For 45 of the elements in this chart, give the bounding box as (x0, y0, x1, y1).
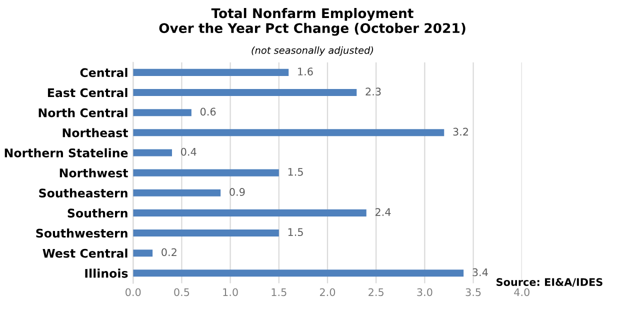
x-tick-label: 3.0 (417, 288, 432, 296)
y-tick-label: Southwestern (36, 228, 128, 238)
x-tick-label: 2.5 (368, 288, 384, 296)
data-label: 0.9 (230, 188, 245, 196)
data-label: 3.4 (472, 268, 488, 276)
data-label: 0.6 (200, 108, 216, 116)
bar (133, 68, 289, 76)
y-tick-label: North Central (38, 108, 128, 118)
bar (133, 109, 192, 116)
annotation: Source: EI&A/IDES (496, 278, 602, 287)
bar (133, 250, 153, 257)
y-tick-label: Northwest (60, 168, 128, 178)
x-tick-label: 0.0 (126, 288, 141, 296)
data-label: 1.5 (288, 228, 303, 236)
y-tick-label: Southeastern (39, 188, 128, 198)
y-tick-label: Central (80, 68, 128, 78)
x-tick-label: 4.0 (514, 288, 530, 296)
data-label: 1.5 (288, 168, 303, 176)
data-label: 1.6 (298, 68, 313, 76)
bar (133, 209, 366, 216)
y-tick-label: Northeast (62, 128, 128, 138)
bar (133, 129, 444, 136)
data-label: 3.2 (453, 128, 468, 136)
y-tick-label: Northern Stateline (4, 148, 128, 158)
x-tick-label: 0.5 (174, 288, 190, 296)
data-label: 2.3 (366, 88, 381, 96)
data-label: 0.4 (181, 148, 196, 156)
x-tick-label: 1.5 (272, 288, 286, 296)
x-tick-label: 2.0 (320, 288, 336, 296)
x-tick-label: 1.0 (223, 288, 238, 296)
x-tick-label: 3.5 (466, 288, 481, 296)
chart-title: Total Nonfarm Employment Over the Year Pct Change (October 2021) (159, 8, 466, 36)
y-tick-label: Southern (68, 208, 128, 218)
bar (133, 88, 357, 96)
y-tick-label: East Central (48, 88, 128, 98)
data-label: 2.4 (375, 208, 391, 216)
chart-subtitle: (not seasonally adjusted) (252, 46, 374, 56)
y-tick-label: Illinois (85, 268, 128, 278)
bar (133, 189, 221, 196)
bar (133, 230, 279, 237)
bar (133, 149, 172, 156)
bar (133, 169, 279, 176)
y-tick-label: West Central (42, 248, 128, 258)
bar (133, 270, 464, 277)
data-label: 0.2 (162, 248, 176, 256)
